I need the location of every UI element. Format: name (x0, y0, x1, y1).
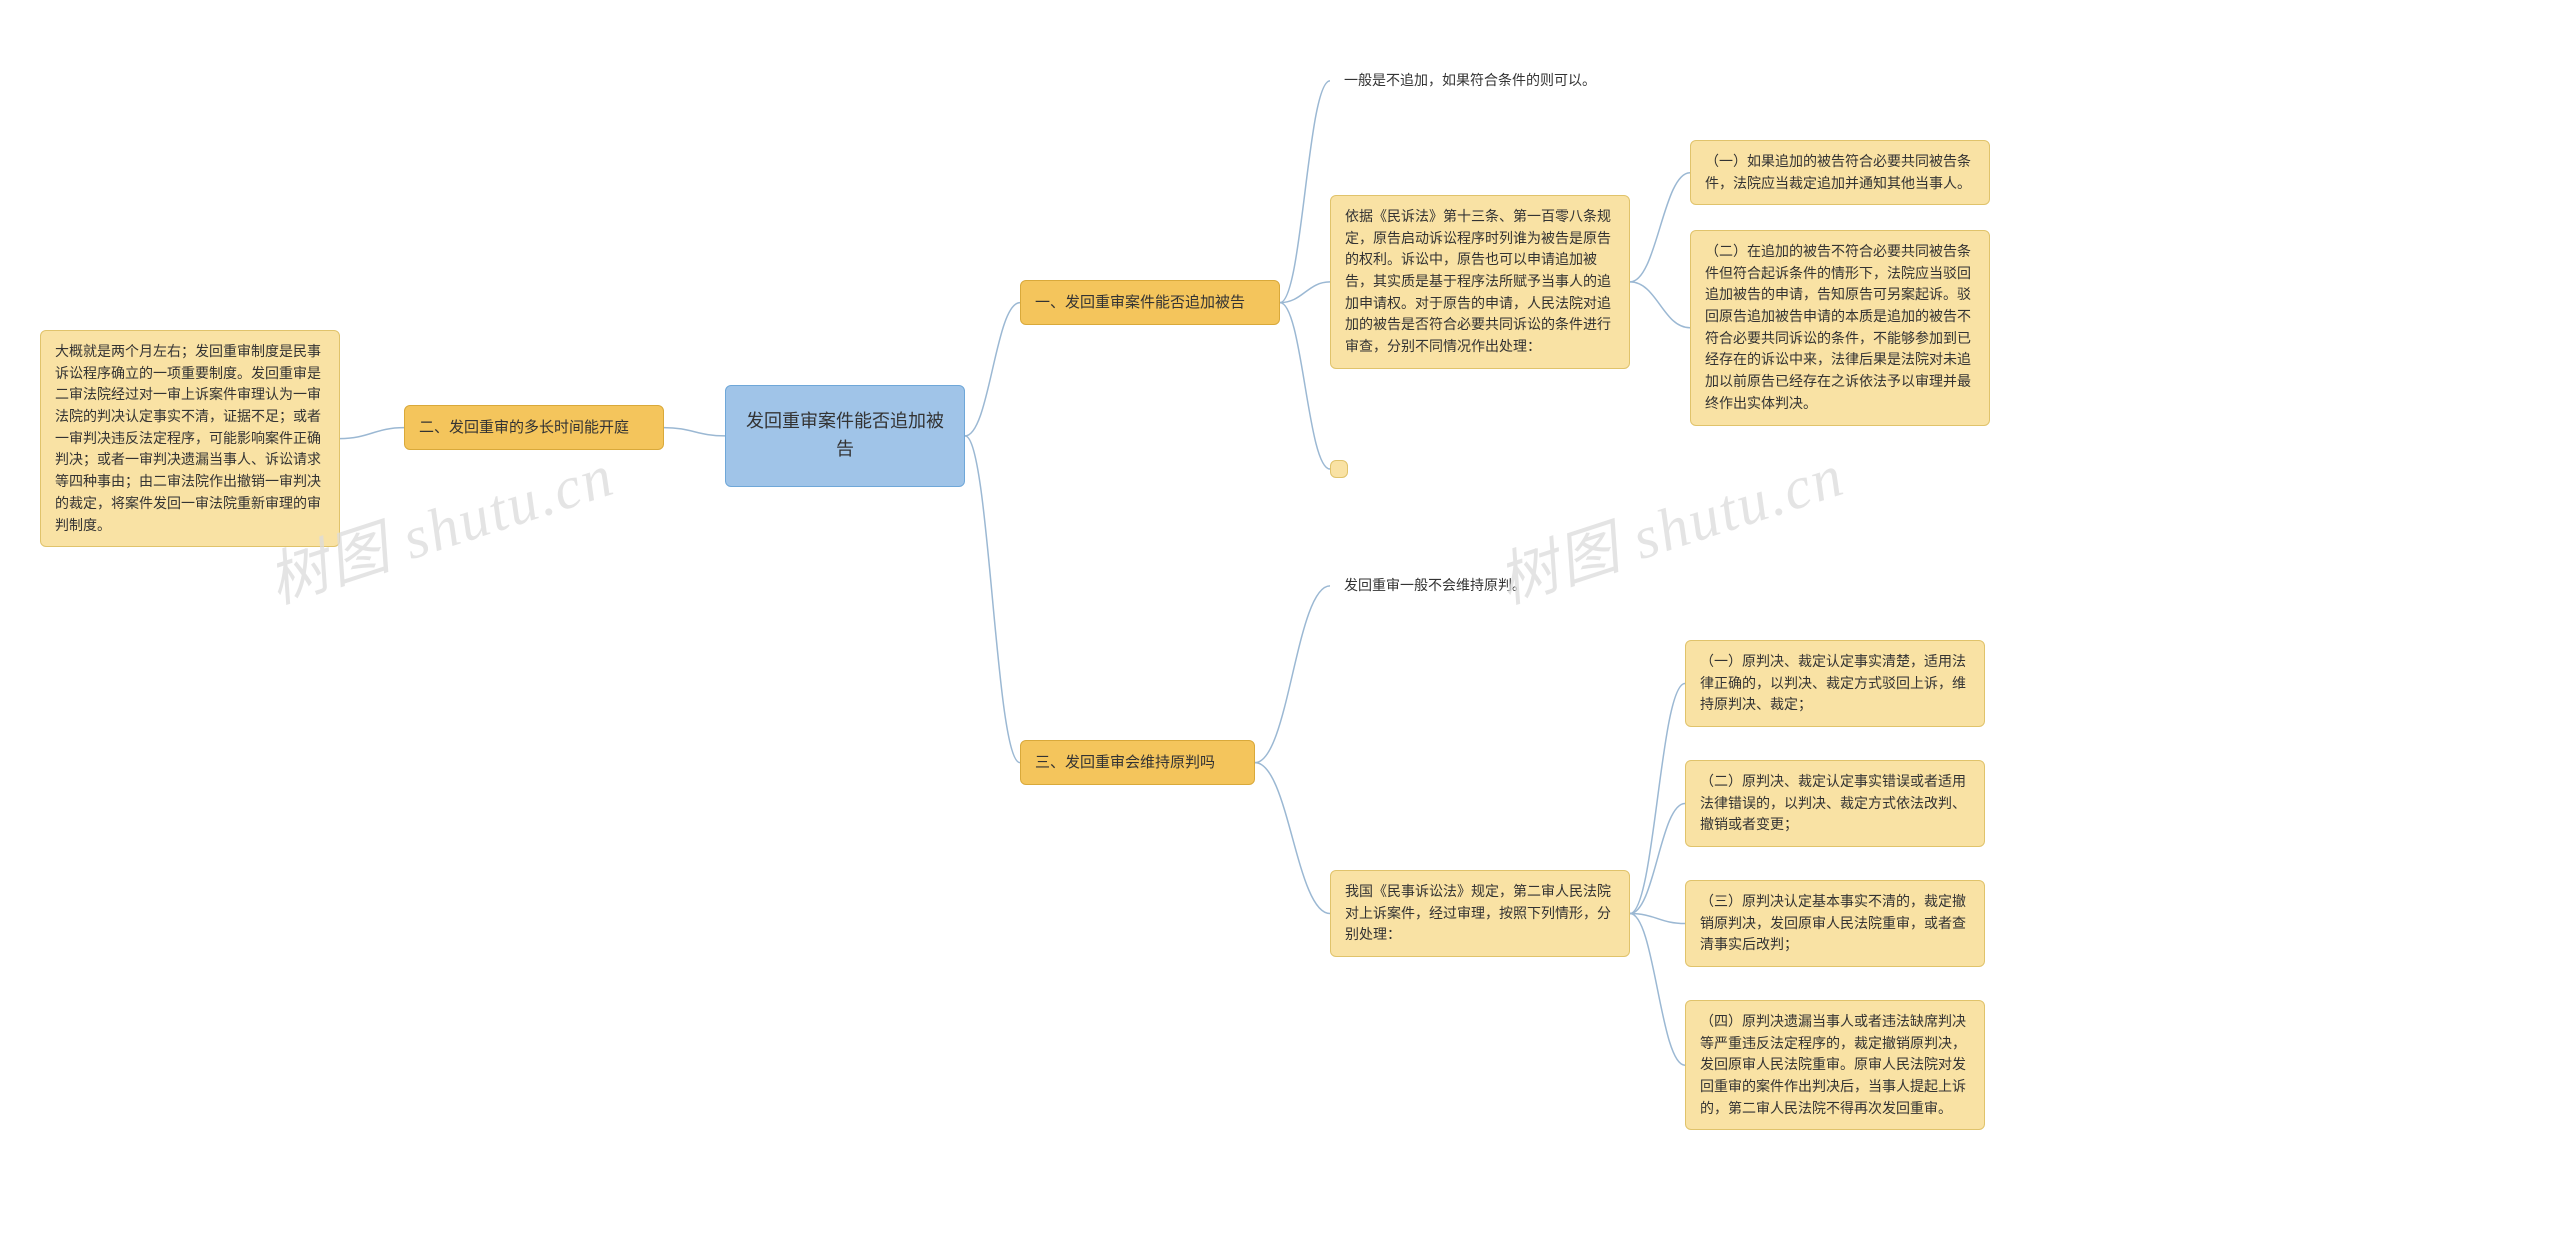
node-b1a: 一般是不追加，如果符合条件的则可以。 (1330, 60, 1630, 102)
root-node: 发回重审案件能否追加被告 (725, 385, 965, 487)
node-b3b1: （一）原判决、裁定认定事实清楚，适用法律正确的，以判决、裁定方式驳回上诉，维持原… (1685, 640, 1985, 727)
node-b3b4: （四）原判决遗漏当事人或者违法缺席判决等严重违反法定程序的，裁定撤销原判决，发回… (1685, 1000, 1985, 1130)
node-b3a: 发回重审一般不会维持原判。 (1330, 565, 1560, 607)
node-b3b2: （二）原判决、裁定认定事实错误或者适用法律错误的，以判决、裁定方式依法改判、撤销… (1685, 760, 1985, 847)
node-b1c (1330, 460, 1348, 478)
node-b1: 一、发回重审案件能否追加被告 (1020, 280, 1280, 325)
node-b3: 三、发回重审会维持原判吗 (1020, 740, 1255, 785)
node-b2: 二、发回重审的多长时间能开庭 (404, 405, 664, 450)
connector-layer (0, 0, 2560, 1259)
node-b1b2: （二）在追加的被告不符合必要共同被告条件但符合起诉条件的情形下，法院应当驳回追加… (1690, 230, 1990, 426)
node-b3b3: （三）原判决认定基本事实不清的，裁定撤销原判决，发回原审人民法院重审，或者查清事… (1685, 880, 1985, 967)
node-b1b: 依据《民诉法》第十三条、第一百零八条规定，原告启动诉讼程序时列谁为被告是原告的权… (1330, 195, 1630, 369)
node-b2a: 大概就是两个月左右；发回重审制度是民事诉讼程序确立的一项重要制度。发回重审是二审… (40, 330, 340, 547)
node-b1b1: （一）如果追加的被告符合必要共同被告条件，法院应当裁定追加并通知其他当事人。 (1690, 140, 1990, 205)
node-b3b: 我国《民事诉讼法》规定，第二审人民法院对上诉案件，经过审理，按照下列情形，分别处… (1330, 870, 1630, 957)
